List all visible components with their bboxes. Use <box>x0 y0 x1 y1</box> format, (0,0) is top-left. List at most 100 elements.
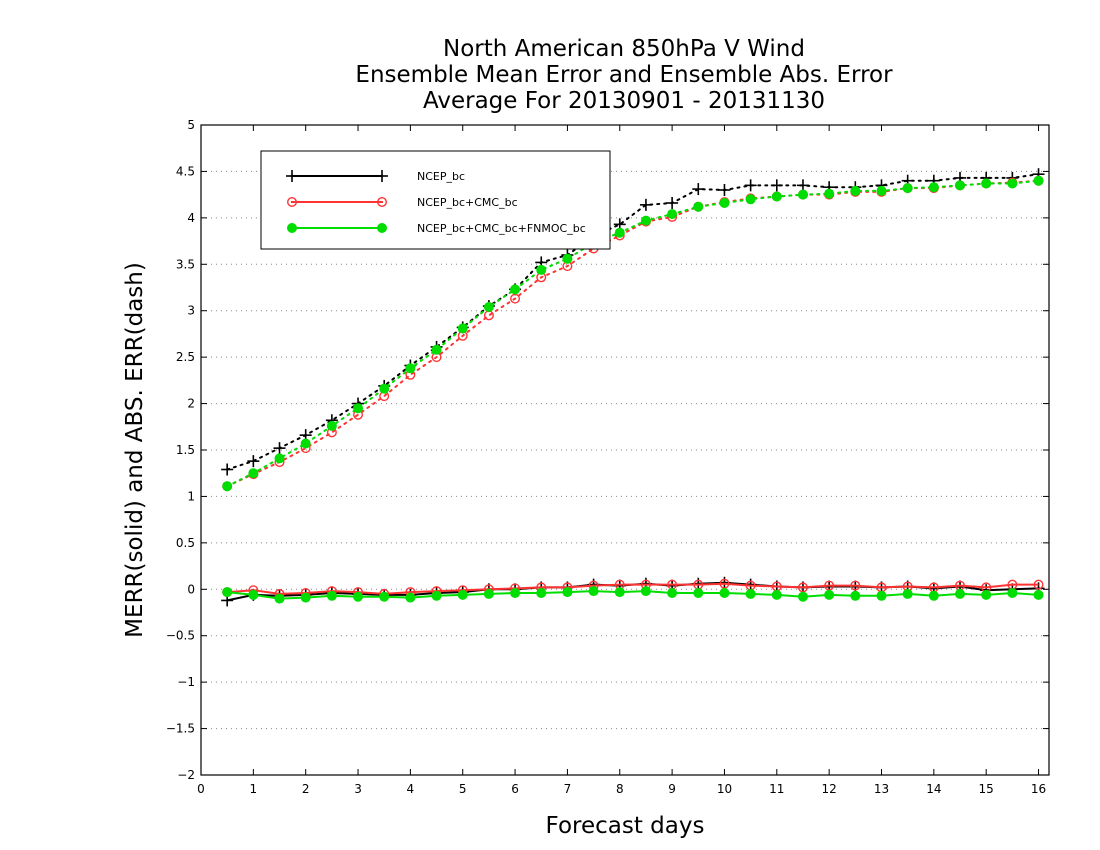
filled-circle-marker <box>640 215 651 226</box>
x-tick-label: 13 <box>874 782 889 796</box>
filled-circle-marker <box>693 588 704 598</box>
x-tick-label: 8 <box>616 782 624 796</box>
x-axis-ticks: 0 1 2 3 4 5 6 7 8 9 10 11 12 13 14 15 16 <box>197 125 1046 796</box>
y-tick-label: −1 <box>177 675 195 689</box>
filled-circle-marker <box>719 198 730 208</box>
filled-circle-marker <box>287 223 297 233</box>
filled-circle-marker <box>1033 175 1044 186</box>
y-tick-label: 2 <box>187 397 195 411</box>
plus-marker <box>744 179 757 192</box>
filled-circle-marker <box>1033 589 1044 600</box>
x-tick-label: 11 <box>769 782 784 796</box>
filled-circle-marker <box>222 587 233 598</box>
plus-marker <box>273 442 286 455</box>
filled-circle-marker <box>536 588 547 598</box>
filled-circle-marker <box>457 323 468 334</box>
filled-circle-marker <box>955 588 966 599</box>
filled-circle-marker <box>326 590 337 601</box>
y-tick-label: 3.5 <box>176 257 195 271</box>
x-tick-label: 6 <box>511 782 519 796</box>
filled-circle-marker <box>377 223 387 233</box>
filled-circle-marker <box>1007 588 1018 598</box>
plus-marker <box>376 170 388 182</box>
filled-circle-marker <box>745 588 756 599</box>
x-tick-label: 0 <box>197 782 205 796</box>
legend: NCEP_bc NCEP_bc+CMC_bc NCEP_bc+CMC_bc+FNMO… <box>260 150 611 250</box>
y-tick-label: 4 <box>187 211 195 225</box>
x-tick-label: 3 <box>354 782 362 796</box>
x-tick-label: 12 <box>822 782 837 796</box>
chart-title-block: North American 850hPa V Wind Ensemble Me… <box>0 36 1100 114</box>
x-tick-label: 7 <box>564 782 572 796</box>
filled-circle-marker <box>876 590 887 601</box>
filled-circle-marker <box>693 201 704 212</box>
filled-circle-marker <box>248 589 259 600</box>
filled-circle-marker <box>379 591 390 602</box>
x-tick-label: 10 <box>717 782 732 796</box>
filled-circle-marker <box>771 589 782 600</box>
plus-marker <box>718 184 731 196</box>
plus-marker <box>247 455 260 468</box>
filled-circle-marker <box>614 587 625 598</box>
open-circle-marker <box>377 196 388 207</box>
filled-circle-marker <box>562 587 573 598</box>
filled-circle-marker <box>876 185 887 196</box>
x-tick-label: 4 <box>407 782 415 796</box>
filled-circle-marker <box>431 590 442 601</box>
y-tick-label: 4.5 <box>176 164 195 178</box>
filled-circle-marker <box>483 302 494 312</box>
filled-circle-marker <box>405 592 416 603</box>
x-tick-label: 2 <box>302 782 310 796</box>
plus-marker <box>796 179 809 192</box>
filled-circle-marker <box>824 589 835 600</box>
filled-circle-marker <box>536 264 547 275</box>
y-tick-label: 1.5 <box>176 443 195 457</box>
y-tick-label: 2.5 <box>176 350 195 364</box>
y-tick-label: 5 <box>187 118 195 132</box>
y-tick-label: 1 <box>187 489 195 503</box>
filled-circle-marker <box>431 344 442 355</box>
open-circle-marker <box>287 196 298 207</box>
filled-circle-marker <box>640 586 651 597</box>
open-circle-marker <box>1033 579 1044 590</box>
series-group <box>221 168 1045 607</box>
filled-circle-marker <box>510 588 521 598</box>
filled-circle-marker <box>405 363 416 374</box>
legend-label: NCEP_bc+CMC_bc <box>417 196 518 209</box>
chart-title-line-2: Ensemble Mean Error and Ensemble Abs. Er… <box>355 62 893 88</box>
y-tick-label: −2 <box>177 768 195 782</box>
x-tick-label: 15 <box>979 782 994 796</box>
filled-circle-marker <box>326 420 337 431</box>
legend-label: NCEP_bc <box>417 170 465 183</box>
filled-circle-marker <box>955 180 966 191</box>
filled-circle-marker <box>353 591 364 602</box>
filled-circle-marker <box>850 185 861 196</box>
y-tick-label: 0 <box>187 582 195 596</box>
plus-marker <box>286 170 298 182</box>
y-axis-ticks: −2 −1.5 −1 −0.5 0 0.5 1 1.5 2 2.5 3 3.5 4 4.5 5 <box>166 118 1049 782</box>
grid-lines <box>201 170 1049 730</box>
series-3 <box>222 175 1044 604</box>
y-tick-label: −1.5 <box>166 722 195 736</box>
filled-circle-marker <box>928 182 939 193</box>
filled-circle-marker <box>902 588 913 599</box>
filled-circle-marker <box>274 453 285 464</box>
filled-circle-marker <box>300 592 311 603</box>
plus-marker <box>692 183 705 196</box>
filled-circle-marker <box>274 593 285 604</box>
legend-label: NCEP_bc+CMC_bc+FNMOC_bc <box>417 222 586 235</box>
filled-circle-marker <box>902 183 913 194</box>
plus-marker <box>770 179 783 192</box>
plus-marker <box>221 463 234 476</box>
filled-circle-marker <box>510 284 521 295</box>
filled-circle-marker <box>353 403 364 414</box>
open-circle-marker <box>483 310 494 321</box>
legend-entry-2: NCEP_bc+CMC_bc <box>287 196 518 209</box>
filled-circle-marker <box>1007 178 1018 189</box>
x-axis-title: Forecast days <box>546 813 705 839</box>
filled-circle-marker <box>928 590 939 601</box>
legend-entry-3: NCEP_bc+CMC_bc+FNMOC_bc <box>287 222 586 235</box>
filled-circle-marker <box>745 194 756 205</box>
plus-marker <box>639 198 652 211</box>
